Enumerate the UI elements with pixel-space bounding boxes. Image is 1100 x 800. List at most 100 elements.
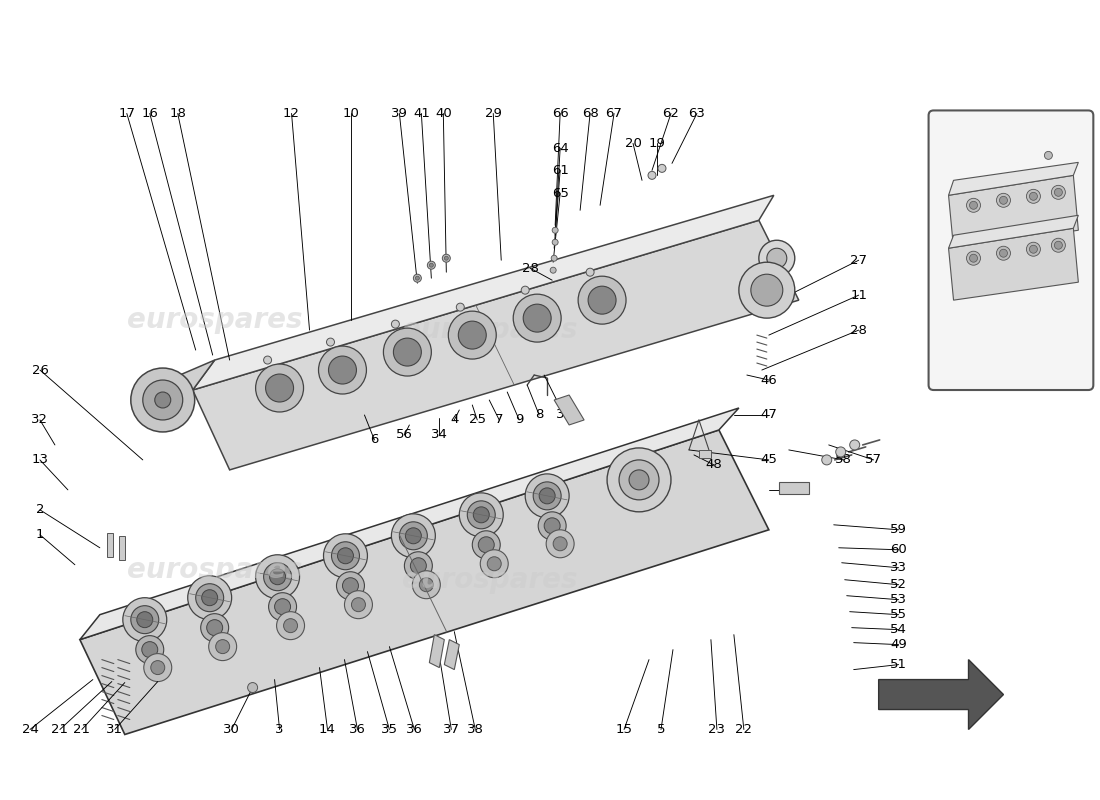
Text: 12: 12: [283, 107, 300, 120]
Circle shape: [352, 598, 365, 612]
Circle shape: [607, 448, 671, 512]
Circle shape: [323, 534, 367, 578]
Circle shape: [1055, 188, 1063, 196]
Circle shape: [521, 286, 529, 294]
Bar: [779, 482, 808, 494]
Text: 48: 48: [705, 458, 723, 471]
Circle shape: [405, 552, 432, 580]
Circle shape: [547, 530, 574, 558]
Text: 24: 24: [22, 723, 38, 736]
Text: 21: 21: [52, 723, 68, 736]
Circle shape: [427, 262, 436, 269]
Text: 13: 13: [32, 454, 48, 466]
Circle shape: [143, 380, 183, 420]
Polygon shape: [80, 430, 769, 734]
Circle shape: [200, 614, 229, 642]
Bar: [698, 450, 711, 458]
Circle shape: [534, 482, 561, 510]
Text: 17: 17: [119, 107, 135, 120]
Circle shape: [255, 554, 299, 598]
Text: 35: 35: [381, 723, 398, 736]
Text: 1: 1: [35, 528, 44, 542]
Circle shape: [268, 593, 297, 621]
Circle shape: [392, 514, 436, 558]
Circle shape: [460, 493, 503, 537]
Circle shape: [751, 274, 783, 306]
Circle shape: [538, 512, 566, 540]
Circle shape: [136, 612, 153, 628]
Text: 11: 11: [850, 289, 867, 302]
Polygon shape: [80, 408, 739, 640]
Polygon shape: [948, 162, 1078, 195]
Circle shape: [327, 338, 334, 346]
Circle shape: [539, 488, 556, 504]
Text: 52: 52: [890, 578, 908, 591]
Circle shape: [201, 590, 218, 606]
Text: 36: 36: [406, 723, 422, 736]
Circle shape: [275, 598, 290, 614]
Text: 55: 55: [890, 608, 908, 621]
Bar: [107, 533, 113, 557]
Text: 22: 22: [736, 723, 752, 736]
FancyBboxPatch shape: [928, 110, 1093, 390]
Text: 51: 51: [890, 658, 908, 671]
Circle shape: [997, 246, 1011, 260]
Circle shape: [1044, 151, 1053, 159]
Circle shape: [759, 240, 795, 276]
Circle shape: [449, 311, 496, 359]
Text: 34: 34: [431, 429, 448, 442]
Polygon shape: [948, 215, 1078, 248]
Circle shape: [514, 294, 561, 342]
Text: 64: 64: [552, 142, 569, 155]
Circle shape: [337, 572, 364, 600]
Text: 46: 46: [760, 374, 778, 386]
Circle shape: [265, 374, 294, 402]
Text: 18: 18: [169, 107, 186, 120]
Circle shape: [248, 682, 257, 693]
Circle shape: [472, 531, 500, 558]
Text: 6: 6: [371, 434, 378, 446]
Text: eurospares: eurospares: [402, 316, 578, 344]
Circle shape: [264, 356, 272, 364]
Text: eurospares: eurospares: [126, 306, 302, 334]
Text: 4: 4: [450, 414, 459, 426]
Text: 58: 58: [835, 454, 852, 466]
Circle shape: [767, 248, 786, 268]
Text: 3: 3: [275, 723, 284, 736]
Text: 39: 39: [390, 107, 408, 120]
Circle shape: [123, 598, 167, 642]
Circle shape: [739, 262, 795, 318]
Circle shape: [579, 276, 626, 324]
Polygon shape: [879, 660, 1003, 730]
Circle shape: [478, 537, 494, 553]
Text: 56: 56: [396, 429, 412, 442]
Text: 23: 23: [708, 723, 725, 736]
Text: 49: 49: [890, 638, 908, 651]
Text: 40: 40: [434, 107, 452, 120]
Circle shape: [135, 636, 164, 663]
Polygon shape: [554, 395, 584, 425]
Circle shape: [155, 392, 170, 408]
Text: 59: 59: [890, 523, 908, 536]
Text: 30: 30: [556, 409, 573, 422]
Circle shape: [997, 194, 1011, 207]
Circle shape: [487, 557, 502, 570]
Circle shape: [209, 633, 236, 661]
Circle shape: [525, 474, 569, 518]
Circle shape: [459, 321, 486, 349]
Circle shape: [142, 642, 157, 658]
Text: 47: 47: [760, 409, 778, 422]
Circle shape: [319, 346, 366, 394]
Text: 30: 30: [223, 723, 240, 736]
Text: 67: 67: [606, 107, 623, 120]
Text: 27: 27: [850, 254, 867, 266]
Circle shape: [196, 584, 223, 612]
Circle shape: [967, 198, 980, 212]
Text: 68: 68: [582, 107, 598, 120]
Circle shape: [822, 455, 832, 465]
Circle shape: [144, 654, 172, 682]
Circle shape: [619, 460, 659, 500]
Circle shape: [967, 251, 980, 266]
Circle shape: [588, 286, 616, 314]
Circle shape: [648, 171, 656, 179]
